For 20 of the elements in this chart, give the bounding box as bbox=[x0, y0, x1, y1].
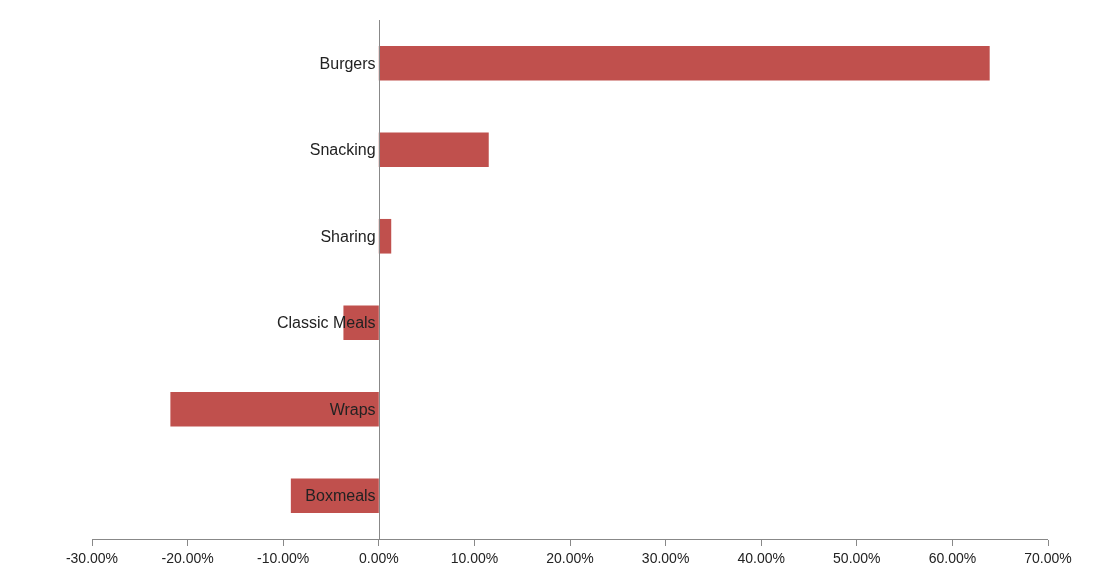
x-tick-label: 20.00% bbox=[546, 549, 594, 566]
bar bbox=[170, 391, 379, 427]
x-tick-label: -30.00% bbox=[65, 549, 119, 566]
bar bbox=[378, 132, 489, 168]
x-tick-label: -10.00% bbox=[257, 549, 310, 566]
y-tick-label: Burgers bbox=[319, 54, 376, 72]
y-tick-label: Snacking bbox=[309, 141, 376, 159]
y-tick-label: Wraps bbox=[329, 400, 376, 418]
x-tick-label: -20.00% bbox=[161, 549, 214, 566]
bar bbox=[378, 45, 990, 81]
y-tick-label: Sharing bbox=[320, 227, 376, 245]
x-tick-label: 30.00% bbox=[641, 549, 690, 566]
x-tick-label: 0.00% bbox=[358, 549, 399, 566]
y-tick-label: Boxmeals bbox=[305, 487, 376, 505]
bar bbox=[378, 218, 392, 254]
x-tick-label: 70.00% bbox=[1024, 549, 1072, 566]
x-tick-label: 60.00% bbox=[928, 549, 977, 566]
x-tick-label: 40.00% bbox=[737, 549, 785, 566]
x-tick-label: 10.00% bbox=[450, 549, 499, 566]
x-tick-label: 50.00% bbox=[833, 549, 881, 566]
